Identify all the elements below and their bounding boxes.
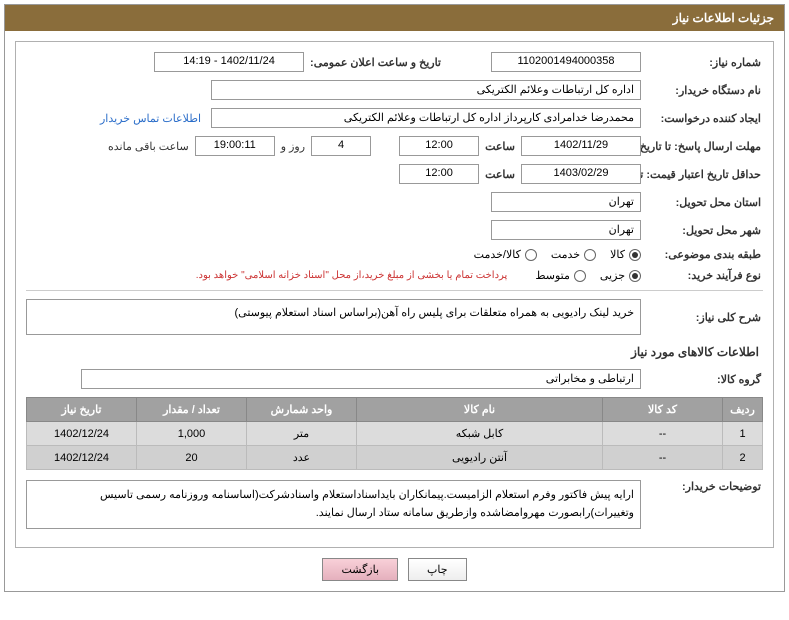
radio-label: جزیی <box>600 269 625 282</box>
table-header: تاریخ نیاز <box>27 398 137 422</box>
buyer-note-field: ارایه پیش فاکتور وفرم استعلام الزامیست.پ… <box>26 480 641 529</box>
announce-field: 1402/11/24 - 14:19 <box>154 52 304 72</box>
group-label: گروه کالا: <box>645 373 763 386</box>
deadline-label: مهلت ارسال پاسخ: تا تاریخ: <box>645 140 763 153</box>
table-cell: 1402/12/24 <box>27 422 137 446</box>
radio-icon <box>574 270 586 282</box>
days-suffix-b: ساعت باقی مانده <box>106 140 191 153</box>
deadline-time-field: 12:00 <box>399 136 479 156</box>
table-row: 1--کابل شبکهمتر1,0001402/12/24 <box>27 422 763 446</box>
time-label-1: ساعت <box>483 140 517 153</box>
table-cell: 1,000 <box>137 422 247 446</box>
group-field: ارتباطی و مخابراتی <box>81 369 641 389</box>
radio-minor[interactable]: جزیی <box>600 269 641 282</box>
req-no-field: 1102001494000358 <box>491 52 641 72</box>
radio-label: کالا <box>610 248 625 261</box>
deadline-date-field: 1402/11/29 <box>521 136 641 156</box>
back-button[interactable]: بازگشت <box>322 558 398 581</box>
req-no-label: شماره نیاز: <box>645 56 763 69</box>
table-header: واحد شمارش <box>247 398 357 422</box>
divider <box>26 290 763 291</box>
buyer-org-label: نام دستگاه خریدار: <box>645 84 763 97</box>
radio-label: کالا/خدمت <box>474 248 521 261</box>
category-label: طبقه بندی موضوعی: <box>645 248 763 261</box>
table-header: تعداد / مقدار <box>137 398 247 422</box>
contact-link[interactable]: اطلاعات تماس خریدار <box>100 112 207 125</box>
days-suffix-a: روز و <box>279 140 307 153</box>
table-cell: آنتن رادیویی <box>357 446 603 470</box>
radio-icon <box>584 249 596 261</box>
creator-field: محمدرضا خدامرادی کارپرداز اداره کل ارتبا… <box>211 108 641 128</box>
table-header: ردیف <box>723 398 763 422</box>
table-row: 2--آنتن رادیوییعدد201402/12/24 <box>27 446 763 470</box>
table-cell: 20 <box>137 446 247 470</box>
buyer-org-field: اداره کل ارتباطات وعلائم الکتریکی <box>211 80 641 100</box>
items-table: ردیفکد کالانام کالاواحد شمارشتعداد / مقد… <box>26 397 763 470</box>
radio-label: متوسط <box>535 269 570 282</box>
table-cell: عدد <box>247 446 357 470</box>
summary-label: شرح کلی نیاز: <box>645 311 763 324</box>
remaining-time-field: 19:00:11 <box>195 136 275 156</box>
table-cell: متر <box>247 422 357 446</box>
summary-field: خرید لینک رادیویی به همراه متعلقات برای … <box>26 299 641 335</box>
province-label: استان محل تحویل: <box>645 196 763 209</box>
process-label: نوع فرآیند خرید: <box>645 269 763 282</box>
table-cell: 1 <box>723 422 763 446</box>
table-header: کد کالا <box>603 398 723 422</box>
table-cell: -- <box>603 446 723 470</box>
time-label-2: ساعت <box>483 168 517 181</box>
panel-header: جزئیات اطلاعات نیاز <box>5 5 784 31</box>
items-title: اطلاعات کالاهای مورد نیاز <box>30 345 759 359</box>
radio-medium[interactable]: متوسط <box>535 269 586 282</box>
creator-label: ایجاد کننده درخواست: <box>645 112 763 125</box>
radio-icon <box>629 270 641 282</box>
buyer-note-label: توضیحات خریدار: <box>645 480 763 493</box>
print-button[interactable]: چاپ <box>408 558 467 581</box>
validity-time-field: 12:00 <box>399 164 479 184</box>
radio-goods[interactable]: کالا <box>610 248 641 261</box>
details-panel: شماره نیاز: 1102001494000358 تاریخ و ساع… <box>15 41 774 548</box>
province-field: تهران <box>491 192 641 212</box>
validity-date-field: 1403/02/29 <box>521 164 641 184</box>
radio-icon <box>525 249 537 261</box>
announce-label: تاریخ و ساعت اعلان عمومی: <box>308 56 443 69</box>
table-cell: کابل شبکه <box>357 422 603 446</box>
days-field: 4 <box>311 136 371 156</box>
city-label: شهر محل تحویل: <box>645 224 763 237</box>
table-header: نام کالا <box>357 398 603 422</box>
process-note: پرداخت تمام یا بخشی از مبلغ خرید،از محل … <box>196 270 508 281</box>
table-cell: 1402/12/24 <box>27 446 137 470</box>
table-cell: 2 <box>723 446 763 470</box>
radio-icon <box>629 249 641 261</box>
table-cell: -- <box>603 422 723 446</box>
city-field: تهران <box>491 220 641 240</box>
radio-service[interactable]: خدمت <box>551 248 596 261</box>
radio-label: خدمت <box>551 248 580 261</box>
validity-label: حداقل تاریخ اعتبار قیمت: تا تاریخ: <box>645 168 763 181</box>
radio-both[interactable]: کالا/خدمت <box>474 248 537 261</box>
